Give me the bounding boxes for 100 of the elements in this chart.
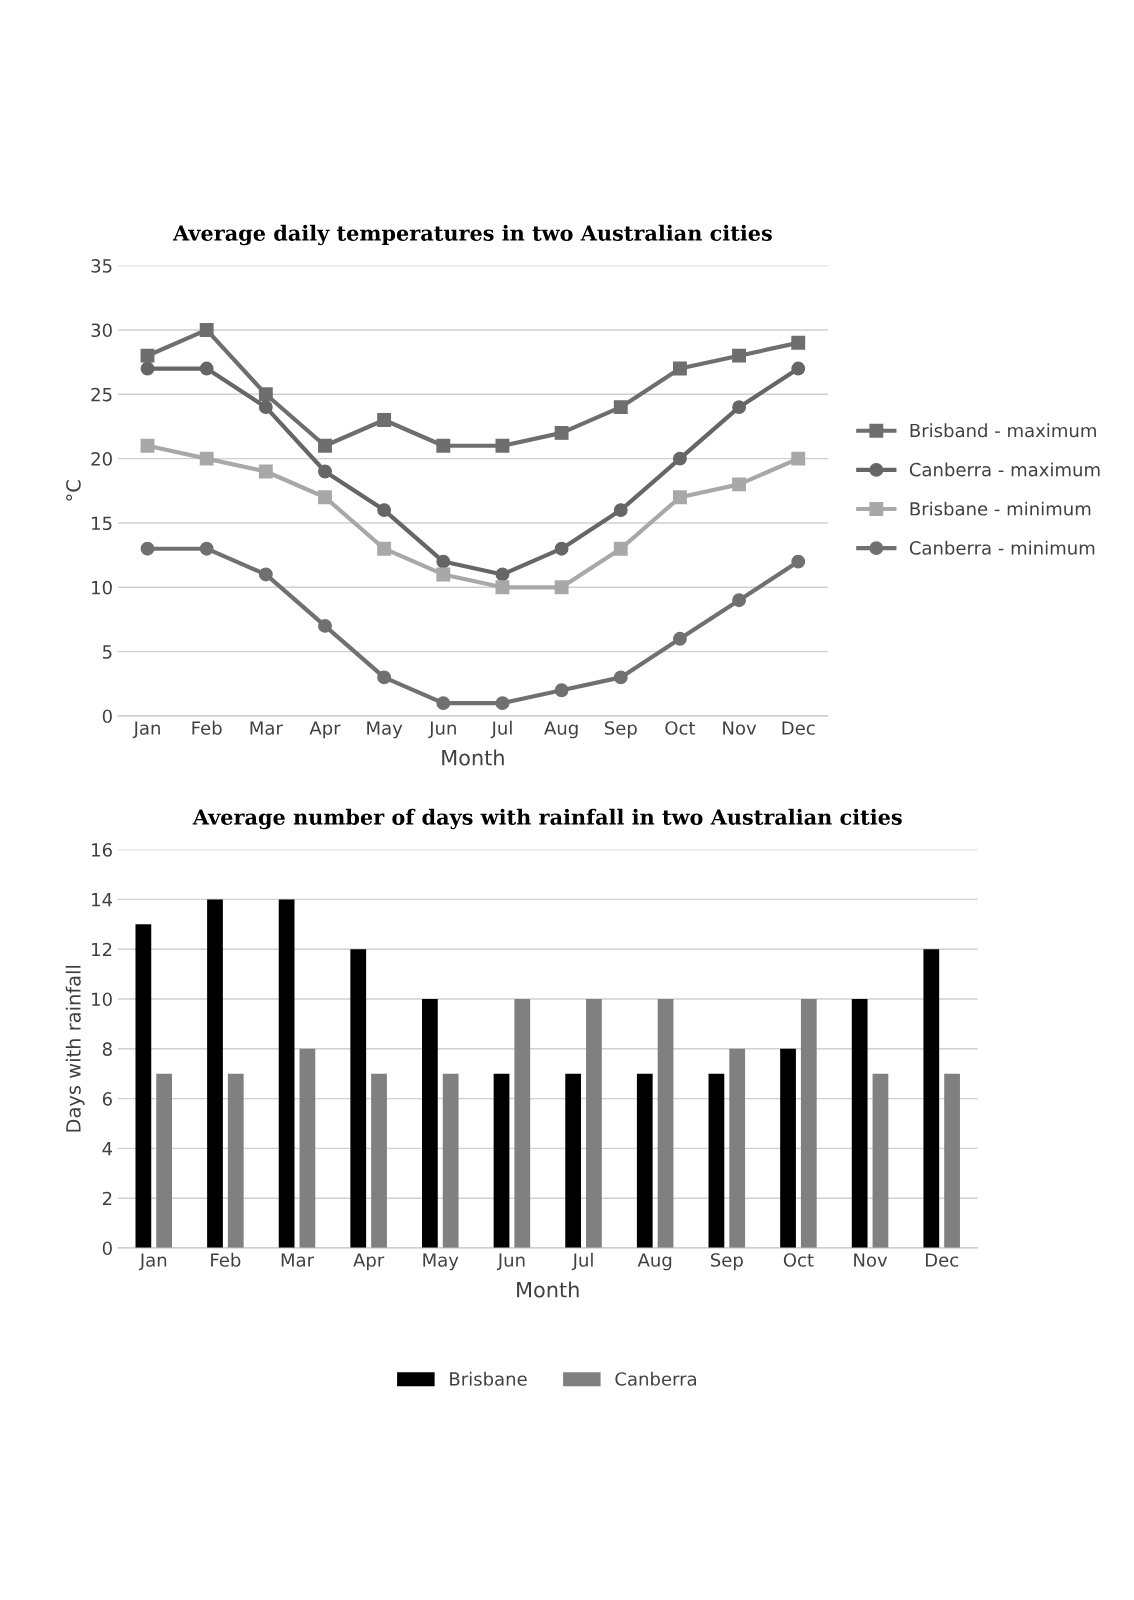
x-tick-label: Sep <box>604 721 637 739</box>
y-tick-label: 2 <box>102 1191 112 1206</box>
point <box>140 438 155 453</box>
point <box>495 438 510 453</box>
y-tick-label: 14 <box>92 893 113 907</box>
x-tick-label: Apr <box>353 1253 385 1271</box>
x-tick-label: Sep <box>710 1253 743 1271</box>
point <box>672 631 687 646</box>
y-tick-label: 15 <box>92 516 112 531</box>
x-tick-label: Feb <box>211 1252 241 1267</box>
bar <box>493 1073 510 1248</box>
y-tick-label: 6 <box>102 1092 112 1106</box>
chart-title: Average number of days with rainfall in two Australian cities <box>192 808 902 830</box>
point <box>318 438 332 453</box>
point <box>732 348 747 363</box>
bar <box>156 1073 173 1248</box>
x-tick-label: Mar <box>250 721 283 735</box>
x-tick-label: Nov <box>723 721 757 735</box>
bar <box>944 1073 960 1248</box>
bar <box>350 949 367 1248</box>
point <box>140 348 155 363</box>
point <box>318 618 332 633</box>
legend-label: Brisbane - minimum <box>910 501 1091 516</box>
x-axis-title: Month <box>442 749 504 766</box>
point <box>613 670 628 685</box>
x-tick-label: Apr <box>309 721 341 739</box>
bar <box>780 1048 796 1248</box>
y-tick-label: 0 <box>102 709 112 724</box>
y-tick-label: 5 <box>102 645 112 659</box>
point <box>377 541 392 556</box>
bar <box>708 1073 725 1248</box>
point <box>613 541 628 556</box>
legend-label: Canberra - minimum <box>909 540 1095 555</box>
x-tick-label: Jul <box>490 720 512 739</box>
bar <box>657 999 674 1248</box>
bar <box>278 899 295 1248</box>
point <box>613 503 628 518</box>
point <box>140 541 155 556</box>
y-tick-label: 10 <box>92 992 112 1007</box>
point <box>554 425 569 440</box>
x-tick-label: Feb <box>192 720 222 735</box>
y-tick-label: 20 <box>91 452 112 466</box>
x-tick-label: Aug <box>544 721 578 739</box>
point <box>199 322 214 337</box>
bar <box>227 1073 244 1248</box>
legend-label: Brisband - maximum <box>910 423 1096 438</box>
x-tick-label: May <box>423 1253 459 1271</box>
point <box>377 413 392 427</box>
y-tick-label: 16 <box>92 843 112 857</box>
bar <box>207 899 223 1248</box>
bar <box>586 999 602 1248</box>
bar <box>371 1073 387 1248</box>
point <box>140 361 155 376</box>
point <box>495 567 510 582</box>
y-tick-label: 0 <box>102 1241 112 1256</box>
y-tick-label: 35 <box>91 259 112 273</box>
bar <box>851 999 868 1248</box>
point <box>436 696 451 711</box>
x-tick-label: Dec <box>925 1253 959 1267</box>
y-tick-label: 30 <box>91 323 112 338</box>
point <box>495 696 510 711</box>
x-tick-label: Jan <box>132 721 160 739</box>
x-tick-label: Jun <box>496 1253 525 1271</box>
point <box>199 541 214 556</box>
point <box>436 438 451 453</box>
point <box>495 580 510 595</box>
x-tick-label: Jun <box>428 721 456 739</box>
point <box>672 361 687 376</box>
y-axis-title: °C <box>66 480 81 501</box>
point <box>791 451 806 466</box>
point <box>199 361 214 376</box>
bar <box>800 999 817 1248</box>
point <box>318 464 332 479</box>
x-tick-label: Jul <box>571 1252 593 1271</box>
point <box>318 490 332 505</box>
legend-label: Canberra - maximum <box>909 462 1100 477</box>
x-tick-label: Mar <box>281 1253 315 1267</box>
x-axis-title: Month <box>517 1281 579 1298</box>
y-tick-label: 10 <box>92 580 112 595</box>
x-tick-label: Nov <box>854 1253 888 1267</box>
point <box>732 477 747 492</box>
bar <box>636 1073 653 1248</box>
bar <box>442 1073 459 1248</box>
bar <box>514 999 531 1248</box>
bar <box>565 1073 582 1248</box>
y-tick-label: 4 <box>102 1142 113 1156</box>
point <box>554 580 569 595</box>
bar <box>923 949 940 1248</box>
point <box>791 361 806 376</box>
bar <box>872 1073 889 1248</box>
point <box>672 451 687 466</box>
point <box>732 400 747 415</box>
x-tick-label: Dec <box>782 721 815 735</box>
bar <box>729 1048 746 1248</box>
chart-title: Average daily temperatures in two Australian cities <box>172 224 772 246</box>
x-tick-label: Oct <box>665 721 696 735</box>
point <box>258 464 273 479</box>
y-tick-label: 25 <box>91 387 112 402</box>
legend-label: Canberra <box>615 1371 696 1386</box>
point <box>554 683 569 698</box>
